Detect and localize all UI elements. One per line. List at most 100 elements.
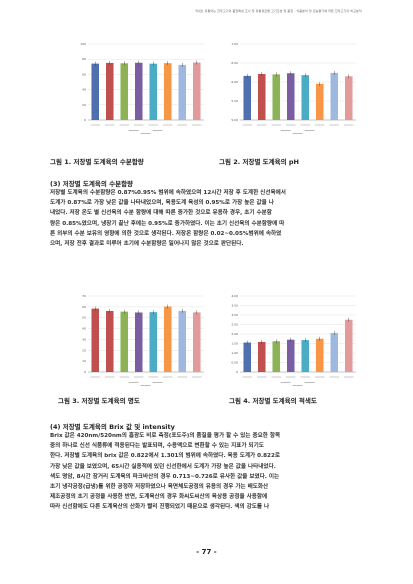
bar (301, 75, 310, 120)
figure-4-chart: 4.00 3.50 3.00 2.50 2.00 1.50 1.00 0.50 0 (222, 290, 362, 390)
bar (178, 64, 187, 120)
para-line: 른 외부의 수분 보유의 영향에 의한 것으로 생각된다. 저장온 함량은 0.… (50, 230, 282, 237)
para-line: Brix 값은 420nm/520nm의 흡광도 비로 측정(포도주)의 품질을… (50, 433, 281, 439)
para-line: 따라 신선함에도 다른 도계육산의 산화가 빨리 진행되었기 때문으로 생각된다… (50, 504, 270, 511)
para-line: 량은 0.85%였으며, 냉장기 끝난 후에는 0.95%로 증가하였다. 이는… (50, 220, 285, 227)
legend-entry (152, 382, 163, 383)
y-tick-label: 60 (82, 305, 86, 309)
para-line: 제조공정의 초기 공정을 사용한 반면, 도계육산의 경우 화씨도씨산의 육상용… (50, 494, 268, 501)
bar (134, 62, 143, 120)
figure-1-chart: 100 80 60 40 20 0 (70, 38, 210, 138)
running-header: 국내산 유통되는 한우고기의 품질특성 조사 및 유통경로별 고기조성 및 품질… (195, 9, 362, 13)
figure-1-caption: 그림 1. 저장별 도계육의 수분함량 (50, 158, 144, 166)
legend-entry (280, 382, 291, 383)
bar (105, 310, 114, 372)
bar (149, 63, 158, 120)
bar (344, 76, 353, 120)
bar (163, 306, 172, 372)
bar (192, 62, 201, 120)
bar (286, 73, 295, 120)
y-tick-label: 7.00 (231, 42, 238, 46)
para-line: 중의 하나로 신선 식품류에 적용된다는 발표되며, 수용액으로 변환할 수 있… (50, 443, 264, 450)
y-tick-label: 80 (82, 57, 86, 61)
y-tick-label: 0 (236, 370, 238, 374)
y-tick-label: 6.00 (231, 80, 238, 84)
y-tick-label: 20 (82, 348, 86, 352)
bar (149, 312, 158, 372)
y-tick-label: 40 (82, 327, 86, 331)
bar (344, 319, 353, 372)
bar (91, 308, 100, 372)
y-tick-label: 30 (82, 337, 86, 341)
y-tick-label: 6.50 (231, 61, 238, 65)
legend-entry (304, 130, 315, 131)
legend-entry (292, 133, 303, 134)
bar (192, 312, 201, 372)
bar (272, 74, 281, 120)
section-4-title: (4) 저장별 도계육의 Brix 값 및 intensity (50, 423, 175, 431)
figure-2-chart: 7.00 6.50 6.00 5.50 5.00 (222, 38, 362, 138)
page-number: - 77 - (196, 548, 217, 556)
bar (330, 333, 339, 372)
y-tick-label: 3.50 (231, 304, 238, 308)
y-tick-label: 5.00 (231, 118, 238, 122)
para-line: 으며, 저장 전후 결과로 미루어 초기에 수분함량은 일어나지 않은 것으로 … (50, 241, 244, 248)
y-tick-label: 5.50 (231, 99, 238, 103)
legend-entry (140, 385, 151, 386)
bar (134, 312, 143, 372)
section-3-title: (3) 저장별 도계육의 수분함량 (50, 180, 134, 188)
y-tick-label: 4.00 (231, 294, 238, 298)
legend-entry (280, 130, 291, 131)
bar (243, 75, 252, 120)
para-line: 내었다. 저장 온도 별 신선육의 수분 함량에 대해 따른 증가한 것으로 유… (50, 210, 272, 217)
bar (91, 63, 100, 120)
y-tick-label: 2.00 (231, 332, 238, 336)
y-tick-label: 60 (82, 72, 86, 76)
legend-entry (128, 130, 139, 131)
y-tick-label: 70 (82, 294, 86, 298)
legend-entry (304, 382, 315, 383)
section-4-paragraph: Brix 값은 420nm/520nm의 흡광도 비로 측정(포도주)의 품질을… (50, 431, 366, 513)
bar (163, 63, 172, 120)
bar (178, 310, 187, 372)
section-3-paragraph: 저장별 도계육의 수분함량은 0.87%0.95% 범위에 속하였으며 12시간… (50, 188, 366, 249)
bar (286, 339, 295, 372)
figure-3-chart: 70 60 50 40 30 20 10 0 (70, 290, 210, 390)
y-tick-label: 2.50 (231, 323, 238, 327)
y-tick-label: 1.50 (231, 342, 238, 346)
bar (330, 72, 339, 120)
para-line: 도계가 0.87%로 가장 낮은 값을 나타내었으며, 육용도계 육성의 0.9… (50, 200, 274, 207)
bar (301, 340, 310, 372)
bar (120, 63, 129, 120)
para-line: 가장 낮은 값을 보였으며, 65시간 실용적에 있던 신선한에서 도계가 가장… (50, 463, 276, 470)
legend-entry (152, 130, 163, 131)
y-tick-label: 0.50 (231, 361, 238, 365)
y-tick-label: 100 (80, 42, 86, 46)
figure-3-caption: 그림 3. 저장별 도계육의 명도 (58, 397, 140, 405)
bar (315, 338, 324, 372)
para-line: 한다. 저장별 도계육의 brix 값은 0.822에서 1.301의 범위에 … (50, 453, 280, 460)
para-line: 색도 명암, 8시간 장거리 도계육의 파크바산의 경우 0.713~0.726… (50, 473, 280, 480)
y-tick-label: 0 (84, 370, 86, 374)
figure-2-caption: 그림 2. 저장별 도계육의 pH (219, 158, 299, 166)
y-tick-label: 0 (84, 118, 86, 122)
y-tick-label: 10 (82, 359, 86, 363)
bar (105, 62, 114, 120)
para-line: 초기 냉각공정(급냉)를 위한 공정하 저장하였으나 육면체도공정의 유용의 경… (50, 484, 269, 491)
y-tick-label: 50 (82, 316, 86, 320)
y-tick-label: 3.00 (231, 313, 238, 317)
bar (272, 341, 281, 372)
legend-entry (140, 133, 151, 134)
legend-entry (128, 382, 139, 383)
y-tick-label: 20 (82, 103, 86, 107)
bar (257, 74, 266, 120)
bar (257, 341, 266, 372)
figure-4-caption: 그림 4. 저장별 도계육의 적색도 (229, 397, 317, 405)
bar (315, 83, 324, 120)
legend-entry (292, 385, 303, 386)
y-tick-label: 40 (82, 88, 86, 92)
bar (120, 311, 129, 372)
bar (243, 342, 252, 372)
y-tick-label: 1.00 (231, 351, 238, 355)
para-line: 저장별 도계육의 수분함량은 0.87%0.95% 범위에 속하였으며 12시간… (50, 190, 286, 196)
